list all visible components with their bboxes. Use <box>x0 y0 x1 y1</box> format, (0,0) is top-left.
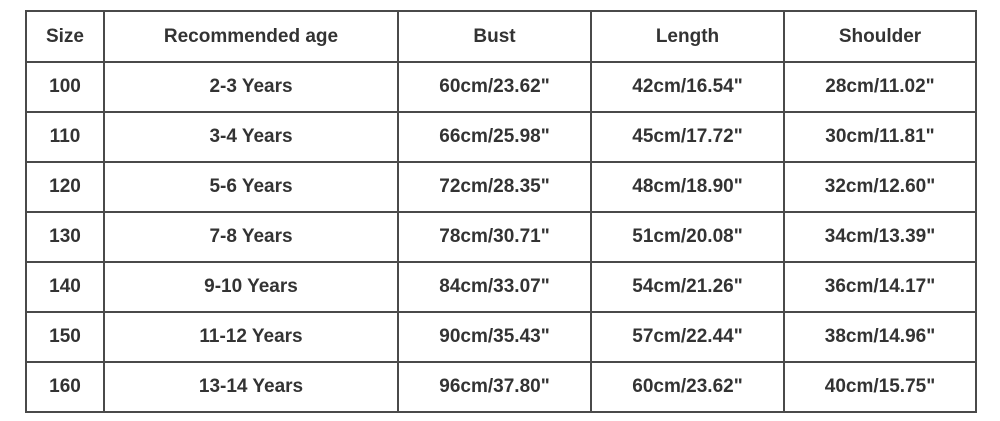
column-header-size: Size <box>25 10 105 63</box>
cell-recommended-age: 7-8 Years <box>103 211 399 263</box>
cell-bust: 72cm/28.35" <box>397 161 592 213</box>
cell-shoulder: 36cm/14.17" <box>783 261 977 313</box>
cell-shoulder: 34cm/13.39" <box>783 211 977 263</box>
cell-length: 54cm/21.26" <box>590 261 785 313</box>
cell-shoulder: 32cm/12.60" <box>783 161 977 213</box>
cell-size: 110 <box>25 111 105 163</box>
cell-bust: 96cm/37.80" <box>397 361 592 413</box>
cell-size: 140 <box>25 261 105 313</box>
cell-size: 150 <box>25 311 105 363</box>
cell-shoulder: 40cm/15.75" <box>783 361 977 413</box>
cell-length: 42cm/16.54" <box>590 61 785 113</box>
cell-recommended-age: 5-6 Years <box>103 161 399 213</box>
cell-shoulder: 28cm/11.02" <box>783 61 977 113</box>
table-row: 110 3-4 Years 66cm/25.98" 45cm/17.72" 30cm/1… <box>25 111 977 163</box>
cell-length: 60cm/23.62" <box>590 361 785 413</box>
column-header-shoulder: Shoulder <box>783 10 977 63</box>
cell-bust: 66cm/25.98" <box>397 111 592 163</box>
cell-length: 51cm/20.08" <box>590 211 785 263</box>
cell-size: 100 <box>25 61 105 113</box>
cell-shoulder: 38cm/14.96" <box>783 311 977 363</box>
cell-recommended-age: 13-14 Years <box>103 361 399 413</box>
table-row: 130 7-8 Years 78cm/30.71" 51cm/20.08" 34cm/1… <box>25 211 977 263</box>
table-row: 140 9-10 Years 84cm/33.07" 54cm/21.26" 36cm/… <box>25 261 977 313</box>
column-header-length: Length <box>590 10 785 63</box>
cell-bust: 78cm/30.71" <box>397 211 592 263</box>
table-row: 160 13-14 Years 96cm/37.80" 60cm/23.62" 40cm… <box>25 361 977 413</box>
cell-recommended-age: 11-12 Years <box>103 311 399 363</box>
cell-bust: 90cm/35.43" <box>397 311 592 363</box>
cell-length: 45cm/17.72" <box>590 111 785 163</box>
table-row: 120 5-6 Years 72cm/28.35" 48cm/18.90" 32cm/1… <box>25 161 977 213</box>
cell-bust: 84cm/33.07" <box>397 261 592 313</box>
size-chart-table: Size Recommended age Bust Length Shoulder 10… <box>25 10 977 413</box>
cell-size: 160 <box>25 361 105 413</box>
table-row: 100 2-3 Years 60cm/23.62" 42cm/16.54" 28cm/1… <box>25 61 977 113</box>
cell-length: 48cm/18.90" <box>590 161 785 213</box>
column-header-recommended-age: Recommended age <box>103 10 399 63</box>
cell-size: 130 <box>25 211 105 263</box>
cell-shoulder: 30cm/11.81" <box>783 111 977 163</box>
cell-recommended-age: 2-3 Years <box>103 61 399 113</box>
table-row: 150 11-12 Years 90cm/35.43" 57cm/22.44" 38cm… <box>25 311 977 363</box>
cell-recommended-age: 9-10 Years <box>103 261 399 313</box>
cell-recommended-age: 3-4 Years <box>103 111 399 163</box>
column-header-bust: Bust <box>397 10 592 63</box>
cell-length: 57cm/22.44" <box>590 311 785 363</box>
cell-size: 120 <box>25 161 105 213</box>
header-row: Size Recommended age Bust Length Shoulder <box>25 10 977 63</box>
cell-bust: 60cm/23.62" <box>397 61 592 113</box>
